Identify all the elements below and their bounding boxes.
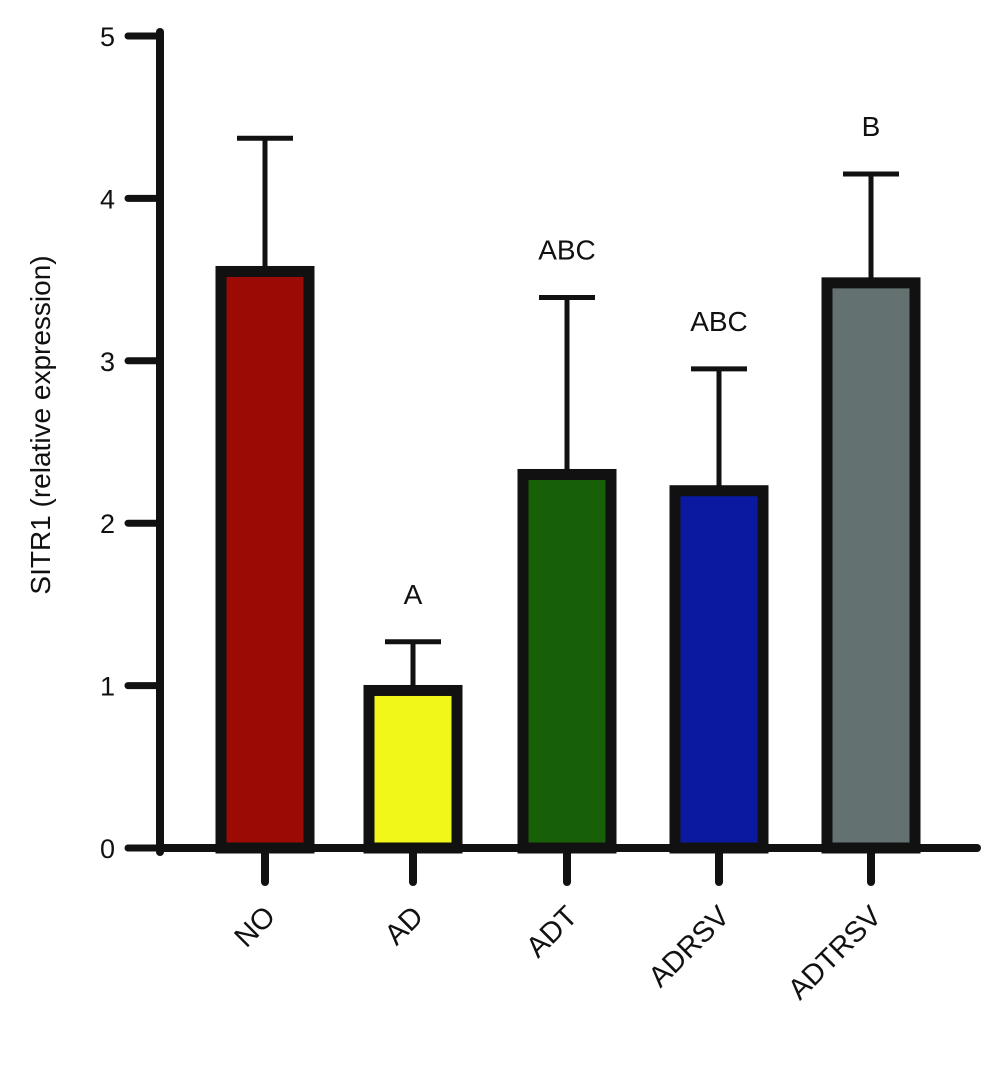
significance-label-adrsv: ABC xyxy=(690,306,748,337)
x-tick-label-adt: ADT xyxy=(520,900,584,964)
significance-label-adt: ABC xyxy=(538,234,596,265)
x-tick-label-adrsv: ADRSV xyxy=(643,900,737,994)
y-tick-label: 1 xyxy=(100,672,115,702)
y-tick-label: 0 xyxy=(100,834,115,864)
x-tick-label-no: NO xyxy=(229,900,282,953)
x-tick-label-adtrsv: ADTRSV xyxy=(782,900,888,1006)
y-axis: 0 1 2 3 4 5 xyxy=(100,22,164,864)
significance-label-adtrsv: B xyxy=(862,111,881,142)
y-tick-label: 4 xyxy=(100,184,115,214)
y-tick-label: 5 xyxy=(100,22,115,52)
x-tick-label-ad: AD xyxy=(379,900,430,951)
bar-ad xyxy=(363,684,463,854)
bar-adt xyxy=(517,468,617,854)
y-tick-label: 3 xyxy=(100,347,115,377)
bars xyxy=(215,135,921,854)
y-axis-title: SITR1 (relative expression) xyxy=(25,255,56,594)
significance-label-ad: A xyxy=(404,579,423,610)
y-tick-label: 2 xyxy=(100,509,115,539)
bar-adtrsv xyxy=(821,277,921,854)
bar-adrsv xyxy=(669,485,769,854)
bar-no xyxy=(215,265,315,854)
